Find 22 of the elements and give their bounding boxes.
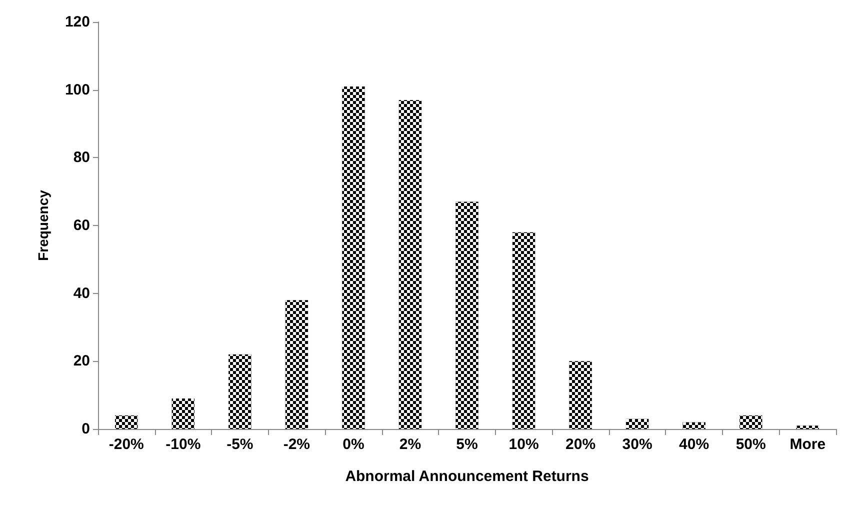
y-tick-label: 20 (73, 352, 90, 370)
x-tick-label: 2% (399, 436, 422, 453)
x-tick-label: -10% (166, 436, 201, 453)
y-tick-label: 0 (82, 420, 90, 438)
x-tick-label: -20% (108, 436, 144, 453)
x-tick-label: 5% (456, 436, 478, 453)
x-axis-title: Abnormal Announcement Returns (345, 468, 589, 485)
y-tick-label: 60 (73, 217, 90, 234)
x-tick-label: 20% (566, 436, 596, 453)
x-tick-label: 50% (736, 436, 766, 453)
x-tick-label: More (790, 436, 826, 453)
y-tick-label: 80 (73, 149, 90, 166)
y-axis-title: Frequency (35, 190, 51, 261)
y-tick-label: 120 (64, 14, 90, 30)
x-tick-label: 10% (508, 436, 539, 453)
x-tick-label: 40% (679, 436, 710, 453)
x-tick-label: -2% (283, 436, 310, 453)
y-tick-label: 40 (73, 284, 90, 302)
y-tick-label: 100 (64, 81, 90, 98)
x-tick-label: 0% (342, 436, 364, 453)
x-tick-label: -5% (226, 436, 254, 453)
x-tick-label: 30% (622, 436, 652, 453)
